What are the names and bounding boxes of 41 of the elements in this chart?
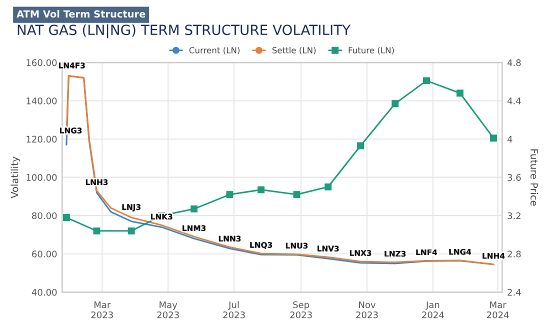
x-tick-label: Nov 2023: [356, 301, 378, 318]
point: [324, 183, 332, 190]
y2-tick-label: 4.8: [507, 59, 521, 66]
y-tick-label: 60.00: [32, 250, 57, 258]
y2-tick-label: 4.4: [507, 98, 521, 104]
x-tick-label: May 2023: [157, 301, 179, 318]
chart-subtitle: NAT GAS (LN|NG) TERM STRUCTURE VOLATILITY: [18, 24, 351, 38]
y-tick-label: 80.00: [32, 212, 57, 220]
point: [190, 205, 198, 212]
point: [128, 227, 135, 234]
point: [226, 191, 234, 198]
point: [392, 100, 399, 108]
point: [258, 186, 265, 194]
point: [423, 77, 430, 84]
y2-tick-label: 3.2: [508, 212, 520, 220]
y-tick-label: 120.00: [26, 136, 57, 143]
x-tick-label: Mar 2023: [91, 301, 113, 318]
y2-axis-title: Future Price: [530, 149, 538, 206]
point: [293, 191, 300, 198]
x-tick-label: Sep 2023: [290, 301, 312, 318]
x-tick-label: Mar 2024: [487, 301, 509, 318]
point: [490, 134, 497, 142]
y-axis-title: Volatility: [10, 156, 20, 198]
point: [357, 142, 364, 150]
y-tick-label: 140.00: [26, 98, 57, 104]
legend-label: Current (LN): [189, 46, 240, 54]
y2-tick-label: 2.8: [508, 250, 521, 258]
legend-label: Settle (LN): [272, 46, 316, 54]
y-tick-label: 160.00: [26, 59, 57, 66]
y-tick-label: 100.00: [26, 174, 57, 181]
point: [456, 90, 464, 97]
legend-label: Future (LN): [348, 46, 394, 54]
x-tick-label: Jul 2023: [223, 301, 245, 318]
y-tick-label: 40.00: [32, 288, 57, 296]
point: [93, 227, 100, 234]
point: [63, 214, 70, 221]
y2-tick-label: 2.4: [508, 288, 521, 296]
y2-tick-label: 4: [507, 136, 512, 142]
chart-title: ATM Vol Term Structure: [16, 10, 146, 18]
y2-tick-label: 3.6: [508, 174, 521, 181]
x-tick-label: Jan 2024: [422, 301, 444, 318]
